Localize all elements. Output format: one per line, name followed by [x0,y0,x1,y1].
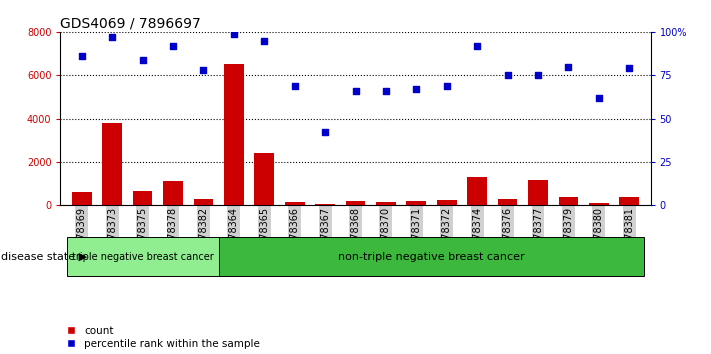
Bar [315,204,335,205]
Point [319,130,331,135]
Bar [376,202,396,205]
Point [137,57,149,62]
Point [533,73,544,78]
Text: triple negative breast cancer: triple negative breast cancer [72,252,213,262]
Bar [528,181,548,205]
Bar [255,153,274,205]
Text: non-triple negative breast cancer: non-triple negative breast cancer [338,252,525,262]
Point [167,43,178,48]
Bar [467,177,487,205]
Bar [102,123,122,205]
Bar [218,237,644,276]
Bar [224,64,244,205]
Bar [619,197,639,205]
Point [562,64,574,69]
Bar [437,200,456,205]
Point [593,95,604,101]
Bar [559,197,578,205]
Bar [67,237,218,276]
Bar [285,202,304,205]
Bar [133,191,152,205]
Bar [407,201,426,205]
Point [259,38,270,44]
Point [502,73,513,78]
Bar [72,192,92,205]
Bar [498,199,518,205]
Point [228,31,240,36]
Point [380,88,392,94]
Point [289,83,300,88]
Point [350,88,361,94]
Bar [193,199,213,205]
Point [411,86,422,92]
Bar [163,182,183,205]
Point [441,83,452,88]
Point [471,43,483,48]
Text: disease state ▶: disease state ▶ [1,252,87,262]
Bar [346,201,365,205]
Point [624,65,635,71]
Point [107,34,118,40]
Text: GDS4069 / 7896697: GDS4069 / 7896697 [60,17,201,31]
Bar [589,202,609,205]
Legend: count, percentile rank within the sample: count, percentile rank within the sample [65,326,260,349]
Point [76,53,87,59]
Point [198,67,209,73]
